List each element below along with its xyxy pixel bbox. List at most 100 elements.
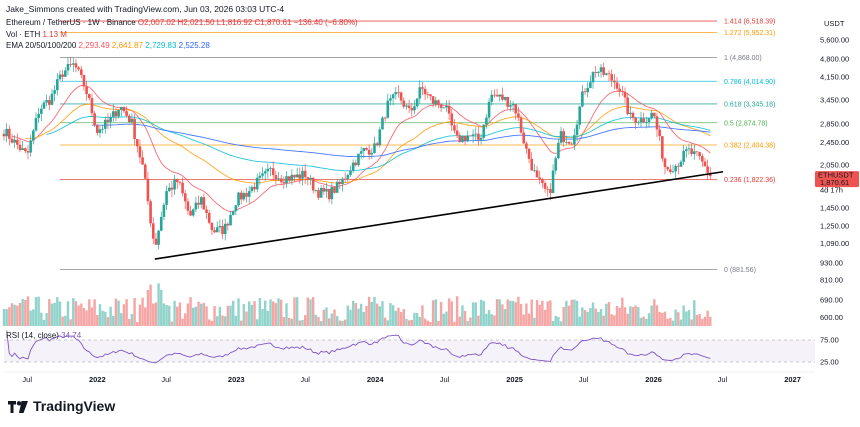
candle-body (165, 191, 168, 205)
volume-bar (335, 316, 339, 326)
rsi-tick: 75.00 (820, 336, 839, 345)
volume-bar (181, 318, 184, 326)
candle-body (21, 148, 24, 151)
volume-bar (327, 318, 331, 326)
volume-bar (346, 305, 350, 326)
volume-bar (557, 316, 560, 326)
time-tick: Jul (718, 375, 728, 384)
candle-body (258, 175, 262, 178)
volume-bar (615, 306, 619, 326)
candle-body (663, 158, 667, 168)
symbol-ohlc-legend[interactable]: Ethereum / TetherUS · 1W · Binance O2,00… (6, 18, 358, 27)
time-tick: Jul (22, 375, 32, 384)
tradingview-logo[interactable]: TradingView (8, 398, 115, 414)
volume-bar (114, 298, 118, 326)
ema-legend[interactable]: EMA 20/50/100/200 2,293.49 2,641.87 2,72… (6, 41, 210, 50)
volume-bar (541, 300, 544, 326)
volume-bar (29, 310, 32, 326)
volume-bar (301, 319, 304, 326)
candle-body (589, 82, 592, 88)
candle-body (18, 144, 22, 151)
candle-body (365, 148, 368, 150)
volume-bar (74, 301, 78, 326)
volume-bar (695, 314, 699, 326)
candle-body (578, 106, 581, 125)
volume-legend[interactable]: Vol · ETH 1.13 M (6, 30, 67, 39)
volume-bar (431, 300, 435, 326)
volume-bar (189, 297, 192, 326)
candle-body (522, 132, 526, 144)
candle-body (439, 104, 443, 108)
volume-bar (653, 299, 656, 326)
volume-bar (80, 303, 83, 326)
candle-body (634, 117, 637, 123)
candle-body (301, 170, 304, 179)
volume-bar (53, 302, 56, 326)
volume-bar (549, 300, 552, 326)
price-axis-currency: USDT (824, 19, 845, 28)
volume-bar (200, 303, 203, 326)
volume-bar (445, 311, 448, 326)
candle-body (378, 129, 382, 146)
candle-body (117, 109, 120, 117)
volume-bar (455, 296, 459, 326)
volume-bar (218, 306, 222, 326)
candle-body (541, 179, 544, 184)
candle-body (210, 222, 214, 231)
candle-body (418, 87, 422, 99)
candle-body (373, 143, 376, 154)
candle-body (287, 176, 291, 181)
volume-bar (687, 310, 691, 326)
volume-bar (495, 299, 499, 326)
volume-bar (88, 299, 91, 326)
volume-bar (290, 318, 294, 326)
time-tick: Jul (579, 375, 589, 384)
candle-body (501, 94, 504, 100)
volume-bar (407, 320, 411, 326)
volume-bar (2, 309, 6, 326)
volume-bar (479, 299, 483, 326)
candle-body (285, 176, 288, 184)
volume-bar (671, 320, 675, 326)
volume-bar (50, 303, 54, 326)
fib-label: 0.786 (4,014.90) (724, 79, 775, 86)
volume-bar (655, 305, 659, 326)
volume-bar (333, 309, 336, 326)
volume-bar (373, 296, 376, 326)
candle-body (111, 111, 115, 117)
volume-bar (485, 313, 488, 326)
volume-bar (58, 301, 62, 326)
volume-bar (546, 301, 549, 326)
candle-body (229, 214, 232, 226)
volume-bar (402, 309, 405, 326)
candle-body (261, 173, 264, 176)
volume-bar (471, 302, 475, 326)
volume-bar (437, 320, 440, 326)
volume-bar (149, 284, 152, 326)
volume-bar (709, 316, 712, 326)
candle-body (690, 148, 693, 154)
candle-body (397, 92, 400, 93)
candle-body (477, 133, 480, 140)
volume-bar (26, 296, 30, 326)
volume-bar (565, 300, 568, 326)
volume-bar (229, 305, 232, 326)
volume-bar (693, 300, 696, 326)
rsi-legend[interactable]: RSI (14, close) 34.74 (6, 331, 81, 340)
candle-body (703, 161, 707, 167)
candle-body (474, 133, 478, 135)
candle-body (613, 80, 616, 83)
volume-bar (349, 309, 352, 326)
ema-label: EMA 20/50/100/200 (6, 41, 77, 50)
candle-body (266, 168, 270, 172)
volume-bar (216, 316, 219, 326)
volume-bar (178, 302, 182, 326)
volume-bar (381, 301, 384, 326)
candle-body (325, 188, 328, 192)
fib-label: 0.618 (3,345.18) (724, 101, 775, 108)
volume-bar (463, 310, 467, 326)
volume-bar (530, 299, 533, 326)
candle-body (434, 100, 438, 104)
candle-body (559, 131, 563, 143)
candle-body (138, 146, 142, 158)
